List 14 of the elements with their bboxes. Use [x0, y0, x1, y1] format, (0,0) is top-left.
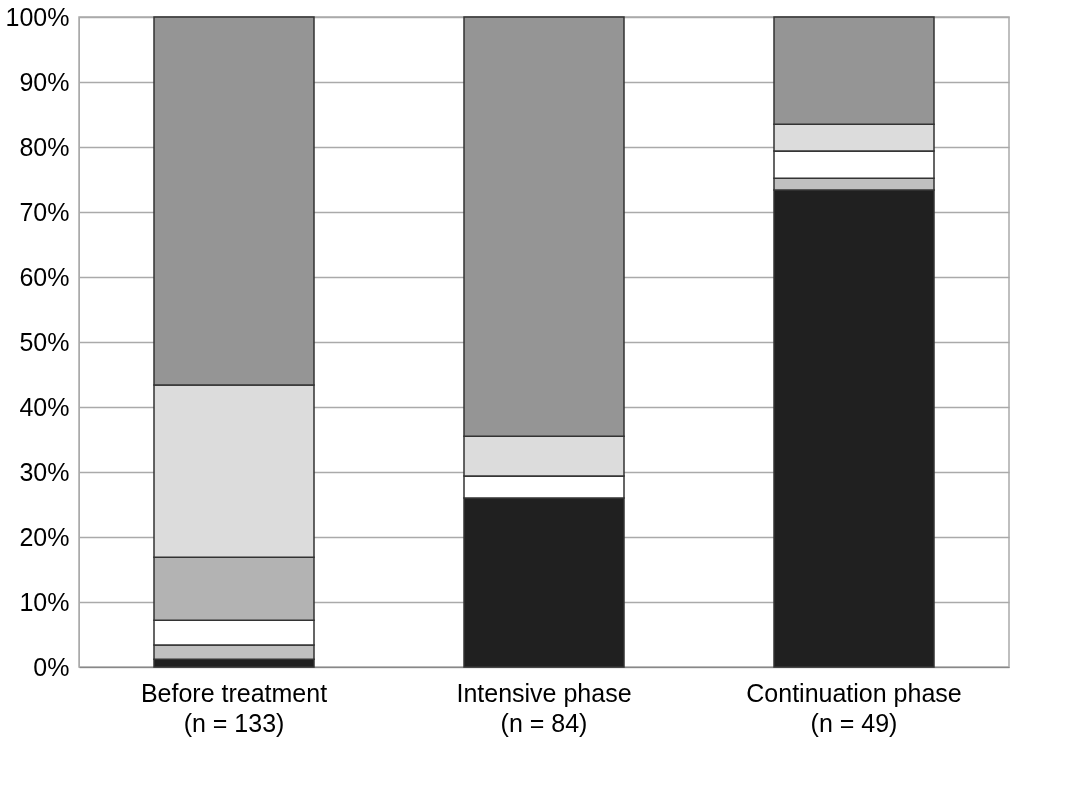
y-tick-label: 100% [5, 2, 70, 31]
y-tick-label: 70% [19, 197, 70, 226]
y-tick-label: 90% [19, 67, 70, 96]
x-tick-label: Intensive phase (n = 84) [456, 678, 632, 737]
x-tick-label: Continuation phase (n = 49) [746, 678, 962, 737]
y-tick-label: 0% [33, 652, 70, 681]
y-tick-label: 10% [19, 587, 70, 616]
y-tick-label: 40% [19, 392, 70, 421]
y-tick-label: 20% [19, 522, 70, 551]
y-tick-label: 60% [19, 262, 70, 291]
y-tick-label: 50% [19, 327, 70, 356]
x-tick-label: Before treatment (n = 133) [140, 678, 328, 737]
y-tick-label: 30% [19, 457, 70, 486]
y-tick-label: 80% [19, 132, 70, 161]
